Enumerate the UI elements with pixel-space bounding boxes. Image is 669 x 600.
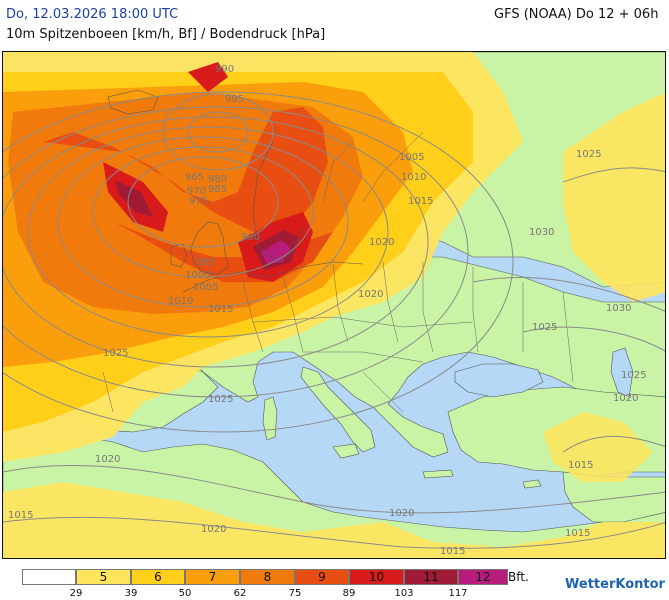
isobar-label: 1020 (358, 289, 383, 300)
isobar-low-north (187, 111, 249, 153)
isobar-label: 1025 (621, 370, 646, 381)
isobar-1025-east (562, 167, 665, 183)
land-crete (422, 469, 454, 479)
isobar-label: 1015 (440, 546, 465, 557)
isobar-low-north-2 (162, 93, 274, 171)
isobar-label: 995 (225, 94, 244, 105)
isobar-label: 990 (215, 64, 234, 75)
coastlines (107, 89, 364, 293)
legend-class-calm (22, 569, 76, 585)
isobar-label: 1015 (408, 196, 433, 207)
model-run-label: GFS (NOAA) Do 12 + 06h (494, 7, 659, 22)
isobar-label: 1020 (95, 454, 120, 465)
gust-zone-bft10-north (188, 62, 228, 92)
legend-kmh-tick: 117 (448, 588, 468, 599)
isobar-1020-south (3, 464, 665, 514)
isobar-label: 985 (208, 184, 227, 195)
isobar-label: 1015 (568, 460, 593, 471)
legend-class-bft12: 12 (458, 569, 508, 585)
gust-zone-bft9 (43, 107, 328, 232)
legend-class-bft6: 6 (131, 569, 185, 585)
isobar-label: 1025 (208, 394, 233, 405)
isobar-label: 990 (241, 232, 260, 243)
caspian-sea (610, 347, 634, 398)
isobar-label: 995 (196, 257, 215, 268)
legend-unit-label: Bft. (508, 570, 529, 584)
legend-kmh-tick: 39 (124, 588, 138, 599)
isobar-label: 1015 (208, 304, 233, 315)
isobar-label: 1020 (201, 524, 226, 535)
isobar-label: 1000 (185, 270, 210, 281)
gust-zone-bft5-east (563, 92, 665, 302)
isobar-label: 1030 (529, 227, 554, 238)
forecast-datetime: Do, 12.03.2026 18:00 UTC (6, 7, 179, 22)
isobar-label: 975 (189, 196, 208, 207)
isobar-label: 1025 (103, 348, 128, 359)
isobar-label: 980 (208, 174, 227, 185)
isobar-label: 1020 (613, 393, 638, 404)
legend-class-bft10: 10 (349, 569, 404, 585)
brand-name: WetterKontor (565, 577, 665, 592)
isobar-low-main (127, 156, 279, 248)
gust-zone-bft5-south (3, 482, 665, 558)
isobar-label: 1025 (532, 322, 557, 333)
isobar-label: 1020 (369, 237, 394, 248)
isobar-1025-se (522, 326, 665, 352)
legend-kmh-tick: 89 (342, 588, 356, 599)
gust-shading (3, 52, 665, 558)
map-canvas: 990 995 965 970 975 980 985 990 995 1000… (3, 52, 665, 558)
land-sicily (332, 443, 360, 459)
wetterkontor-logo[interactable]: WetterKontor≈ (565, 577, 669, 592)
land-cyprus (522, 479, 542, 489)
legend-kmh-tick: 29 (69, 588, 83, 599)
legend-class-bft8: 8 (240, 569, 295, 585)
country-borders (102, 131, 574, 413)
isobar-label: 1005 (399, 152, 424, 163)
isobar-label: 1030 (606, 303, 631, 314)
legend-kmh-tick: 62 (233, 588, 247, 599)
isobar-label: 1010 (168, 296, 193, 307)
isobar-label: 1025 (576, 149, 601, 160)
isobar-label: 1010 (401, 172, 426, 183)
isobars (3, 91, 665, 549)
isobar-label: 1020 (389, 508, 414, 519)
legend-kmh-tick: 50 (178, 588, 192, 599)
isobar-labels: 990 995 965 970 975 980 985 990 995 1000… (8, 64, 646, 557)
gust-pressure-map: 990 995 965 970 975 980 985 990 995 1000… (2, 51, 666, 559)
wave-icon: ≈ (668, 577, 669, 592)
isobar-label: 970 (187, 186, 206, 197)
legend-kmh-tick: 103 (394, 588, 414, 599)
legend-kmh-tick: 75 (288, 588, 302, 599)
legend-class-bft7: 7 (185, 569, 240, 585)
legend-class-bft5: 5 (76, 569, 131, 585)
black-sea (454, 363, 544, 398)
isobar-label: 1005 (193, 282, 218, 293)
isobar-label: 1015 (565, 528, 590, 539)
legend-class-bft9: 9 (295, 569, 349, 585)
legend-class-bft11: 11 (404, 569, 458, 585)
isobar-label: 965 (185, 172, 204, 183)
isobar-1030-east (472, 276, 665, 312)
gust-zone-bft11 (115, 180, 153, 217)
map-subtitle: 10m Spitzenboeen [km/h, Bf] / Bodendruck… (6, 27, 326, 42)
isobar-1015-turkey (562, 435, 665, 453)
isobar-label: 1015 (8, 510, 33, 521)
isobar-1015-south (3, 516, 665, 549)
gust-zone-bft5-anatolia (543, 412, 653, 482)
land-italy (300, 366, 376, 453)
